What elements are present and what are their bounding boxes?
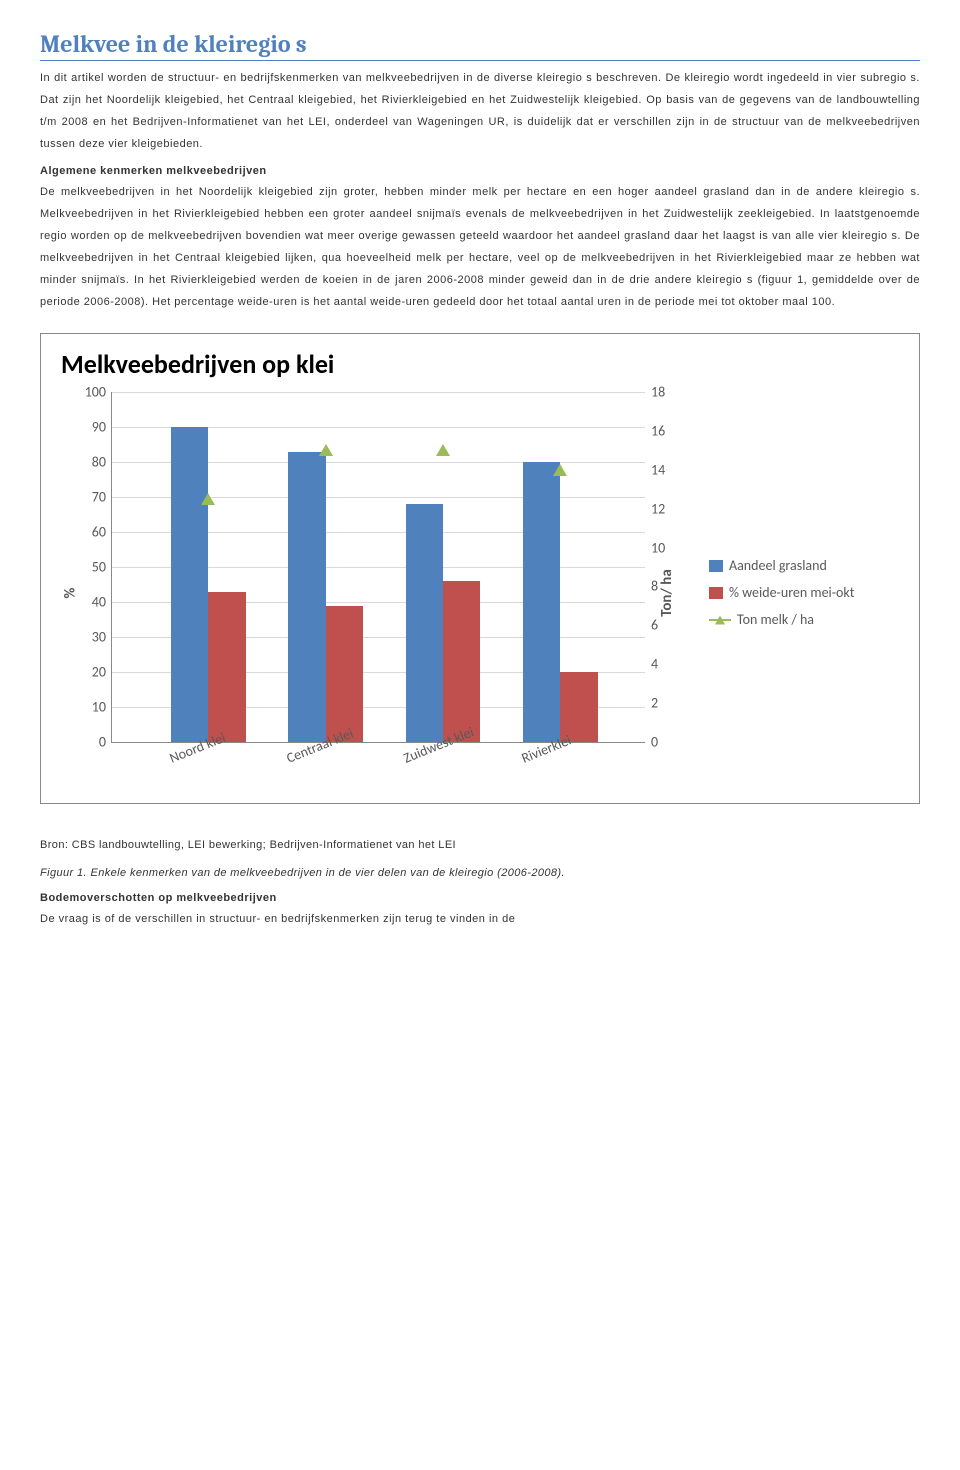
marker-ton-melk xyxy=(436,444,450,456)
y-left-tick: 100 xyxy=(85,384,106,401)
bar-aandeel-grasland xyxy=(288,452,325,743)
y-right-tick: 2 xyxy=(651,695,658,712)
chart-figure-caption: Figuur 1. Enkele kenmerken van de melkve… xyxy=(40,862,920,884)
bar-aandeel-grasland xyxy=(523,462,560,742)
marker-ton-melk xyxy=(319,444,333,456)
paragraph-algemene: De melkveebedrijven in het Noordelijk kl… xyxy=(40,181,920,313)
y-left-tick: 40 xyxy=(92,594,106,611)
page-title: Melkvee in de kleiregio s xyxy=(40,30,920,61)
y-axis-right-label: Ton/ ha xyxy=(658,569,676,617)
y-right-tick: 18 xyxy=(651,384,665,401)
legend-item-aandeel-grasland: Aandeel grasland xyxy=(709,557,899,574)
gridline xyxy=(112,392,645,393)
paragraph-bodemoverschotten: De vraag is of de verschillen in structu… xyxy=(40,908,920,930)
legend-item-weide-uren: % weide-uren mei-okt xyxy=(709,584,899,601)
y-right-tick: 0 xyxy=(651,734,658,751)
y-right-tick: 16 xyxy=(651,422,665,439)
legend-label: Ton melk / ha xyxy=(737,611,814,628)
y-left-tick: 10 xyxy=(92,699,106,716)
legend-label: Aandeel grasland xyxy=(729,557,827,574)
y-left-tick: 90 xyxy=(92,419,106,436)
bar-aandeel-grasland xyxy=(406,504,443,742)
y-right-tick: 12 xyxy=(651,500,665,517)
legend-swatch-icon xyxy=(709,587,723,599)
y-right-tick: 6 xyxy=(651,617,658,634)
chart-title: Melkveebedrijven op klei xyxy=(61,348,899,380)
y-right-tick: 14 xyxy=(651,461,665,478)
paragraph-intro: In dit artikel worden de structuur- en b… xyxy=(40,67,920,155)
chart-plot-area: % Ton/ ha 010203040506070809010002468101… xyxy=(61,392,695,793)
y-left-tick: 60 xyxy=(92,524,106,541)
chart-source: Bron: CBS landbouwtelling, LEI bewerking… xyxy=(40,834,920,856)
y-left-tick: 0 xyxy=(99,734,106,751)
marker-ton-melk xyxy=(553,464,567,476)
section-heading-bodemoverschotten: Bodemoverschotten op melkveebedrijven xyxy=(40,892,920,904)
bar-weide-uren xyxy=(208,592,245,743)
y-left-tick: 20 xyxy=(92,664,106,681)
y-left-tick: 30 xyxy=(92,629,106,646)
bar-aandeel-grasland xyxy=(171,427,208,742)
y-right-tick: 10 xyxy=(651,539,665,556)
legend-label: % weide-uren mei-okt xyxy=(729,584,854,601)
bar-weide-uren xyxy=(326,606,363,743)
legend-item-ton-melk: Ton melk / ha xyxy=(709,611,899,628)
y-left-tick: 80 xyxy=(92,454,106,471)
section-heading-algemene: Algemene kenmerken melkveebedrijven xyxy=(40,165,920,177)
y-right-tick: 8 xyxy=(651,578,658,595)
y-right-tick: 4 xyxy=(651,656,658,673)
bar-weide-uren xyxy=(443,581,480,742)
chart-legend: Aandeel grasland % weide-uren mei-okt Ton … xyxy=(695,392,899,793)
y-axis-left-label: % xyxy=(61,587,79,598)
y-left-tick: 50 xyxy=(92,559,106,576)
legend-swatch-icon xyxy=(709,560,723,572)
marker-ton-melk xyxy=(201,493,215,505)
y-left-tick: 70 xyxy=(92,489,106,506)
legend-line-icon xyxy=(709,619,731,621)
chart-container: Melkveebedrijven op klei % Ton/ ha 01020… xyxy=(40,333,920,804)
